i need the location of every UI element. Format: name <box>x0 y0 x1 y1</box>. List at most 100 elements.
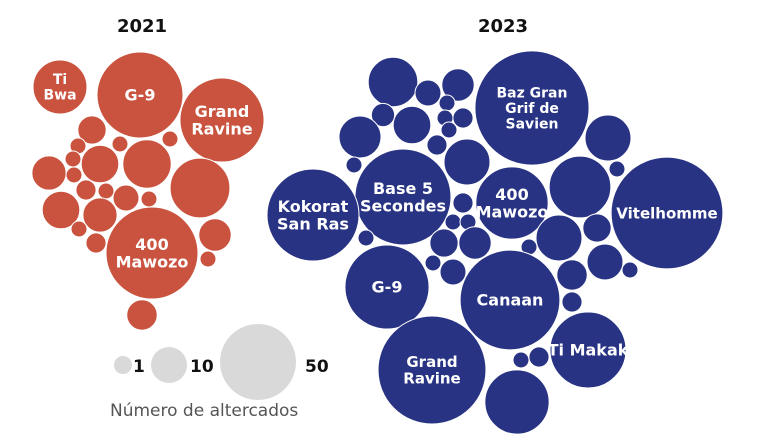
size-legend: 1 10 50 <box>114 324 329 400</box>
bubble <box>65 166 83 184</box>
bubble-label-line: Grand <box>406 353 457 371</box>
bubble-ti-makak <box>549 311 627 389</box>
bubble <box>338 115 382 159</box>
bubble-label-line: Mawozo <box>116 252 189 271</box>
bubble <box>586 243 624 281</box>
legend-label-1: 1 <box>133 357 145 377</box>
bubble <box>161 130 179 148</box>
bubble <box>370 102 396 128</box>
bubble <box>452 192 474 214</box>
panel-title-2023: 2023 <box>478 16 528 37</box>
bubble <box>112 184 140 212</box>
bubble-label-line: 400 <box>495 185 528 204</box>
bubble-label: 400 Mawozo <box>476 185 549 222</box>
bubble <box>582 213 612 243</box>
bubble-label-line: 400 <box>135 235 168 254</box>
bubble-label-line: Ravine <box>191 119 252 138</box>
bubble-grand-ravine <box>377 315 487 425</box>
bubble <box>548 155 612 219</box>
bubble <box>80 144 120 184</box>
bubble-g-9 <box>344 244 430 330</box>
bubble <box>198 218 232 252</box>
bubble <box>77 115 107 145</box>
bubble-label-line: Canaan <box>477 291 544 310</box>
bubbles-2021: Ti Bwa G-9 Grand Ravine 400 Mawozo <box>31 51 265 331</box>
bubble-label: 400 Mawozo <box>116 235 189 272</box>
bubble-label-line: Vitelhomme <box>616 204 717 222</box>
bubble <box>85 232 107 254</box>
bubble-400-mawozo <box>475 166 549 240</box>
legend-circle-10 <box>151 347 187 383</box>
bubble-label: Ti Bwa <box>43 72 76 103</box>
bubble <box>199 250 217 268</box>
bubble-label-line: Ti Makak <box>548 341 629 360</box>
bubble-label-line: San Ras <box>277 214 349 233</box>
bubble <box>584 114 632 162</box>
bubble <box>367 56 419 108</box>
bubble-label: Canaan <box>477 291 544 310</box>
bubble-label-line: Secondes <box>360 196 446 215</box>
bubble <box>357 229 375 247</box>
bubble <box>535 214 583 262</box>
bubble-label-line: Bwa <box>43 88 76 104</box>
bubble-label: Grand Ravine <box>403 353 460 388</box>
bubble <box>440 121 458 139</box>
bubble <box>70 220 88 238</box>
bubble <box>556 259 588 291</box>
panel-title-2021: 2021 <box>117 16 167 37</box>
bubble-label-line: Savien <box>506 116 559 132</box>
bubble <box>429 228 459 258</box>
bubble-label-line: Grif de <box>505 101 559 117</box>
bubble <box>621 261 639 279</box>
bubble-label-line: G-9 <box>125 86 156 105</box>
legend-caption: Número de altercados <box>110 401 298 421</box>
bubble <box>512 351 530 369</box>
bubbles-2023: Baz Gran Grif de Savien Base 5 Secondes Kokor… <box>266 50 724 435</box>
bubble-label-line: Ti <box>53 72 67 88</box>
bubble <box>122 139 172 189</box>
bubble <box>140 190 158 208</box>
bubble-label: Baz Gran Grif de Savien <box>497 86 568 133</box>
bubble <box>439 258 467 286</box>
bubble <box>82 197 118 233</box>
legend-label-50: 50 <box>305 357 329 377</box>
bubble-label-line: Grand <box>195 102 250 121</box>
bubble-400-mawozo <box>105 206 199 300</box>
bubble <box>484 369 550 435</box>
legend-label-10: 10 <box>190 357 214 377</box>
bubble-label: Vitelhomme <box>616 204 717 222</box>
legend-circle-50 <box>220 324 296 400</box>
bubble-label-line: Ravine <box>403 370 460 388</box>
bubble <box>345 156 363 174</box>
bubble <box>392 105 432 145</box>
bubble <box>426 134 448 156</box>
bubble-label-line: Kokorat <box>278 197 349 216</box>
bubble <box>97 182 115 200</box>
bubble-canaan <box>459 249 561 351</box>
bubble <box>528 346 550 368</box>
bubble <box>443 138 491 186</box>
bubble <box>414 79 442 107</box>
bubble-g-9 <box>96 51 184 139</box>
legend-circle-1 <box>114 356 132 374</box>
bubble <box>458 226 492 260</box>
bubble <box>452 107 474 129</box>
bubble-label-line: Base 5 <box>373 179 433 198</box>
bubble-label: Base 5 Secondes <box>360 179 446 216</box>
bubble <box>111 135 129 153</box>
bubble <box>444 213 462 231</box>
bubble <box>75 179 97 201</box>
bubble-label: Ti Makak <box>548 341 629 360</box>
bubble <box>424 254 442 272</box>
bubble-label-line: Baz Gran <box>497 86 568 102</box>
bubble <box>441 68 475 102</box>
bubble <box>126 299 158 331</box>
bubble-label-line: G-9 <box>372 278 403 297</box>
bubble <box>561 291 583 313</box>
bubble <box>169 157 231 219</box>
bubble-grand-ravine <box>179 77 265 163</box>
bubble <box>608 160 626 178</box>
bubble-label-line: Mawozo <box>476 202 549 221</box>
bubble <box>438 94 456 112</box>
